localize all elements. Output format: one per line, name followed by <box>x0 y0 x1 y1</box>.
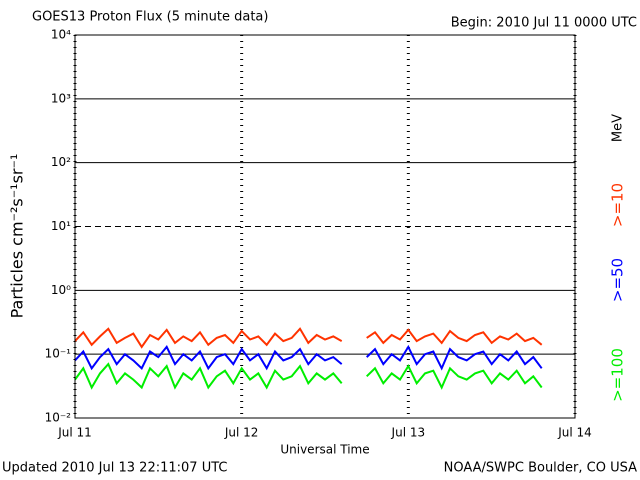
y-tick-label: 10⁻² <box>45 411 72 425</box>
legend-entry: >=50 <box>609 258 627 302</box>
series-line <box>74 327 543 349</box>
y-tick-label: 10¹ <box>51 219 71 233</box>
chart-title: GOES13 Proton Flux (5 minute data) <box>32 10 268 25</box>
series-line <box>74 362 543 390</box>
x-tick-label: Jul 11 <box>57 426 92 440</box>
footer-right: NOAA/SWPC Boulder, CO USA <box>444 461 637 476</box>
footer-left: Updated 2010 Jul 13 22:11:07 UTC <box>2 461 227 476</box>
y-tick-label: 10⁴ <box>51 28 71 42</box>
x-tick-label: Jul 14 <box>557 426 592 440</box>
y-tick-label: 10⁻¹ <box>45 347 72 361</box>
legend-unit: MeV <box>611 114 626 142</box>
legend-entry: >=10 <box>609 183 627 227</box>
y-tick-label: 10³ <box>51 91 71 105</box>
legend-entry: >=100 <box>609 348 627 402</box>
y-axis-label: Particles cm⁻²s⁻¹sr⁻¹ <box>8 154 27 319</box>
plot-frame <box>74 34 576 419</box>
y-tick-label: 10⁰ <box>51 283 71 297</box>
x-axis-label: Universal Time <box>280 443 369 457</box>
y-tick-label: 10² <box>51 155 71 169</box>
chart-subtitle: Begin: 2010 Jul 11 0000 UTC <box>451 16 637 31</box>
series-line <box>74 344 543 371</box>
x-tick-label: Jul 13 <box>391 426 426 440</box>
x-tick-label: Jul 12 <box>224 426 259 440</box>
